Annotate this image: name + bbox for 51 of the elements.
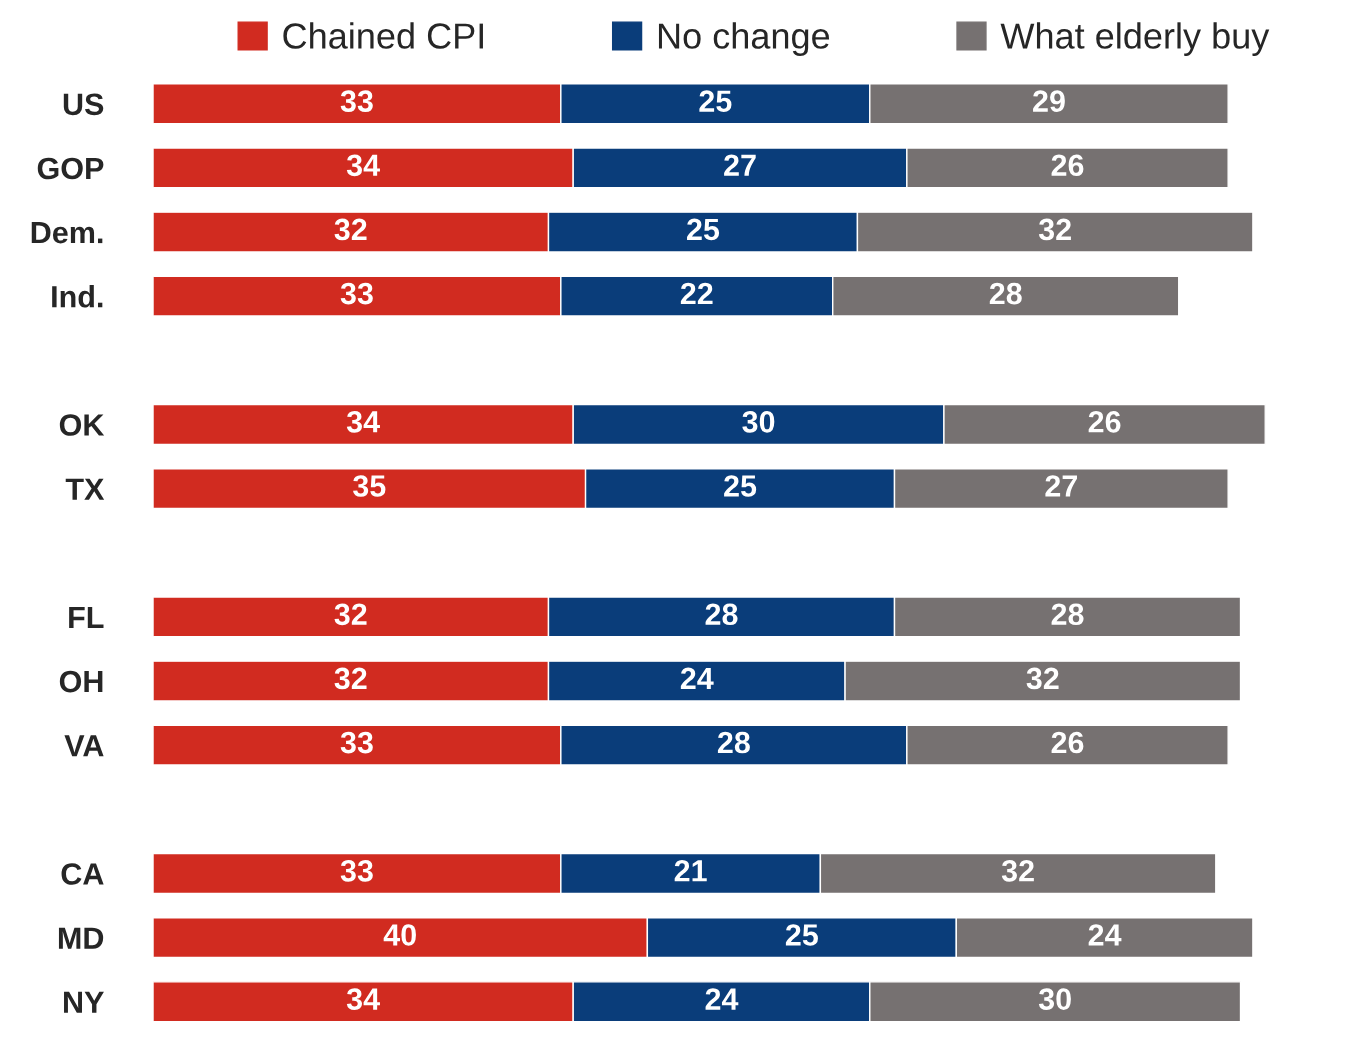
y-tick-label: CA bbox=[61, 863, 104, 885]
data-label: 25 bbox=[687, 218, 720, 241]
y-tick-label: NY bbox=[64, 991, 104, 1013]
data-label: 28 bbox=[1051, 603, 1084, 626]
data-label: 32 bbox=[1001, 860, 1034, 882]
data-label: 32 bbox=[1026, 667, 1059, 690]
data-label: 32 bbox=[334, 218, 367, 241]
data-label: 24 bbox=[680, 667, 714, 689]
y-tick-label: VA bbox=[64, 735, 104, 757]
data-label: 30 bbox=[1038, 988, 1071, 1010]
data-label: 24 bbox=[705, 988, 739, 1010]
y-tick-label: GOP bbox=[37, 157, 104, 180]
data-label: 32 bbox=[334, 603, 367, 626]
data-label: 32 bbox=[334, 667, 367, 690]
data-label: 22 bbox=[680, 282, 713, 305]
y-tick-label: TX bbox=[65, 478, 105, 500]
data-label: 33 bbox=[340, 90, 373, 113]
y-tick-label: Dem. bbox=[31, 222, 103, 244]
data-label: 25 bbox=[699, 90, 732, 112]
data-label: 32 bbox=[1038, 218, 1071, 241]
y-tick-label: Ind. bbox=[52, 285, 103, 308]
data-label: 40 bbox=[383, 924, 416, 946]
legend-label: No change bbox=[658, 22, 830, 56]
data-label: 21 bbox=[674, 860, 707, 882]
data-label: 28 bbox=[705, 603, 738, 626]
data-label: 27 bbox=[724, 154, 756, 176]
data-label: 34 bbox=[346, 988, 380, 1010]
data-label: 24 bbox=[1088, 924, 1122, 946]
data-label: 33 bbox=[340, 731, 373, 754]
data-label: 30 bbox=[742, 411, 775, 433]
y-tick-label: US bbox=[63, 93, 104, 116]
legend-label: What elderly buy bbox=[1000, 22, 1270, 56]
data-label: 33 bbox=[340, 860, 373, 882]
data-label: 34 bbox=[346, 154, 380, 177]
data-label: 28 bbox=[989, 282, 1022, 305]
data-label: 33 bbox=[340, 282, 373, 305]
y-tick-label: OH bbox=[59, 670, 103, 693]
y-tick-label: FL bbox=[69, 606, 104, 628]
data-label: 34 bbox=[346, 411, 380, 433]
data-label: 26 bbox=[1051, 731, 1084, 754]
data-label: 35 bbox=[353, 475, 386, 497]
legend-label: Chained CPI bbox=[283, 22, 483, 49]
y-tick-label: MD bbox=[58, 927, 104, 949]
data-label: 27 bbox=[1045, 475, 1077, 497]
data-label: 25 bbox=[724, 475, 757, 497]
data-label: 25 bbox=[785, 924, 818, 946]
data-label: 26 bbox=[1051, 154, 1084, 177]
data-label: 28 bbox=[717, 731, 750, 754]
y-tick-label: OK bbox=[59, 414, 105, 436]
data-label: 29 bbox=[1033, 90, 1065, 112]
data-label: 26 bbox=[1088, 411, 1121, 433]
